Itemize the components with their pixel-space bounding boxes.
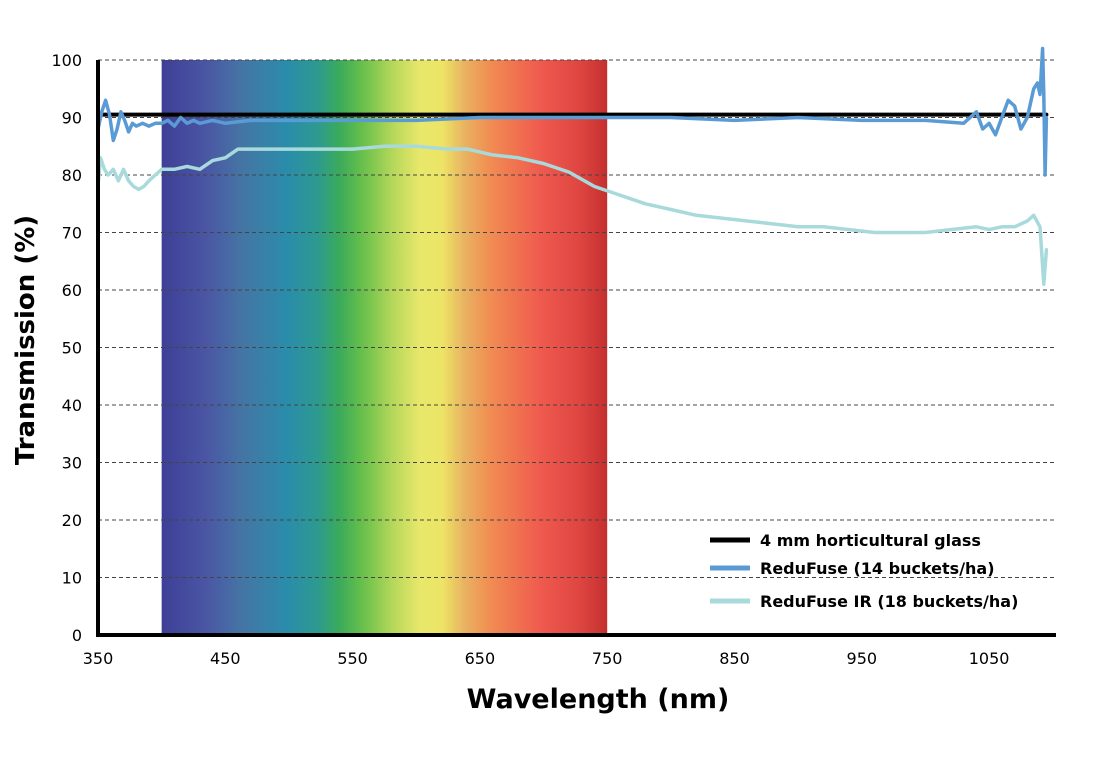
y-axis-title: Transmission (%) — [11, 215, 41, 465]
series-lines — [96, 46, 1049, 287]
series-line-redufuse-ir — [96, 144, 1049, 287]
x-tick-label: 750 — [592, 649, 623, 668]
y-tick-label: 100 — [51, 51, 82, 70]
y-tick-label: 0 — [72, 626, 82, 645]
y-tick-label: 40 — [62, 396, 82, 415]
y-tick-label: 60 — [62, 281, 82, 300]
x-axis-title: Wavelength (nm) — [467, 684, 730, 715]
x-tick-label: 650 — [465, 649, 496, 668]
y-tick-label: 90 — [62, 109, 82, 128]
y-tick-label: 10 — [62, 569, 82, 588]
series-line-redufuse — [96, 46, 1049, 177]
y-tick-label: 50 — [62, 339, 82, 358]
y-tick-label: 20 — [62, 511, 82, 530]
x-tick-label: 350 — [83, 649, 114, 668]
legend-label-redufuse-ir: ReduFuse IR (18 buckets/ha) — [760, 592, 1018, 611]
y-tick-label: 30 — [62, 454, 82, 473]
legend: 4 mm horticultural glass ReduFuse (14 bu… — [710, 531, 1018, 611]
legend-label-redufuse: ReduFuse (14 buckets/ha) — [760, 559, 995, 578]
x-tick-label: 450 — [210, 649, 241, 668]
x-tick-label: 550 — [337, 649, 368, 668]
x-tick-labels: 350 450 550 650 750 850 950 1050 — [83, 649, 1010, 668]
x-tick-label: 950 — [847, 649, 878, 668]
x-tick-label: 1050 — [969, 649, 1010, 668]
x-tick-label: 850 — [719, 649, 750, 668]
y-tick-labels: 0 10 20 30 40 50 60 70 80 90 100 — [51, 51, 82, 645]
y-tick-label: 70 — [62, 224, 82, 243]
legend-label-glass: 4 mm horticultural glass — [760, 531, 981, 550]
y-tick-label: 80 — [62, 166, 82, 185]
